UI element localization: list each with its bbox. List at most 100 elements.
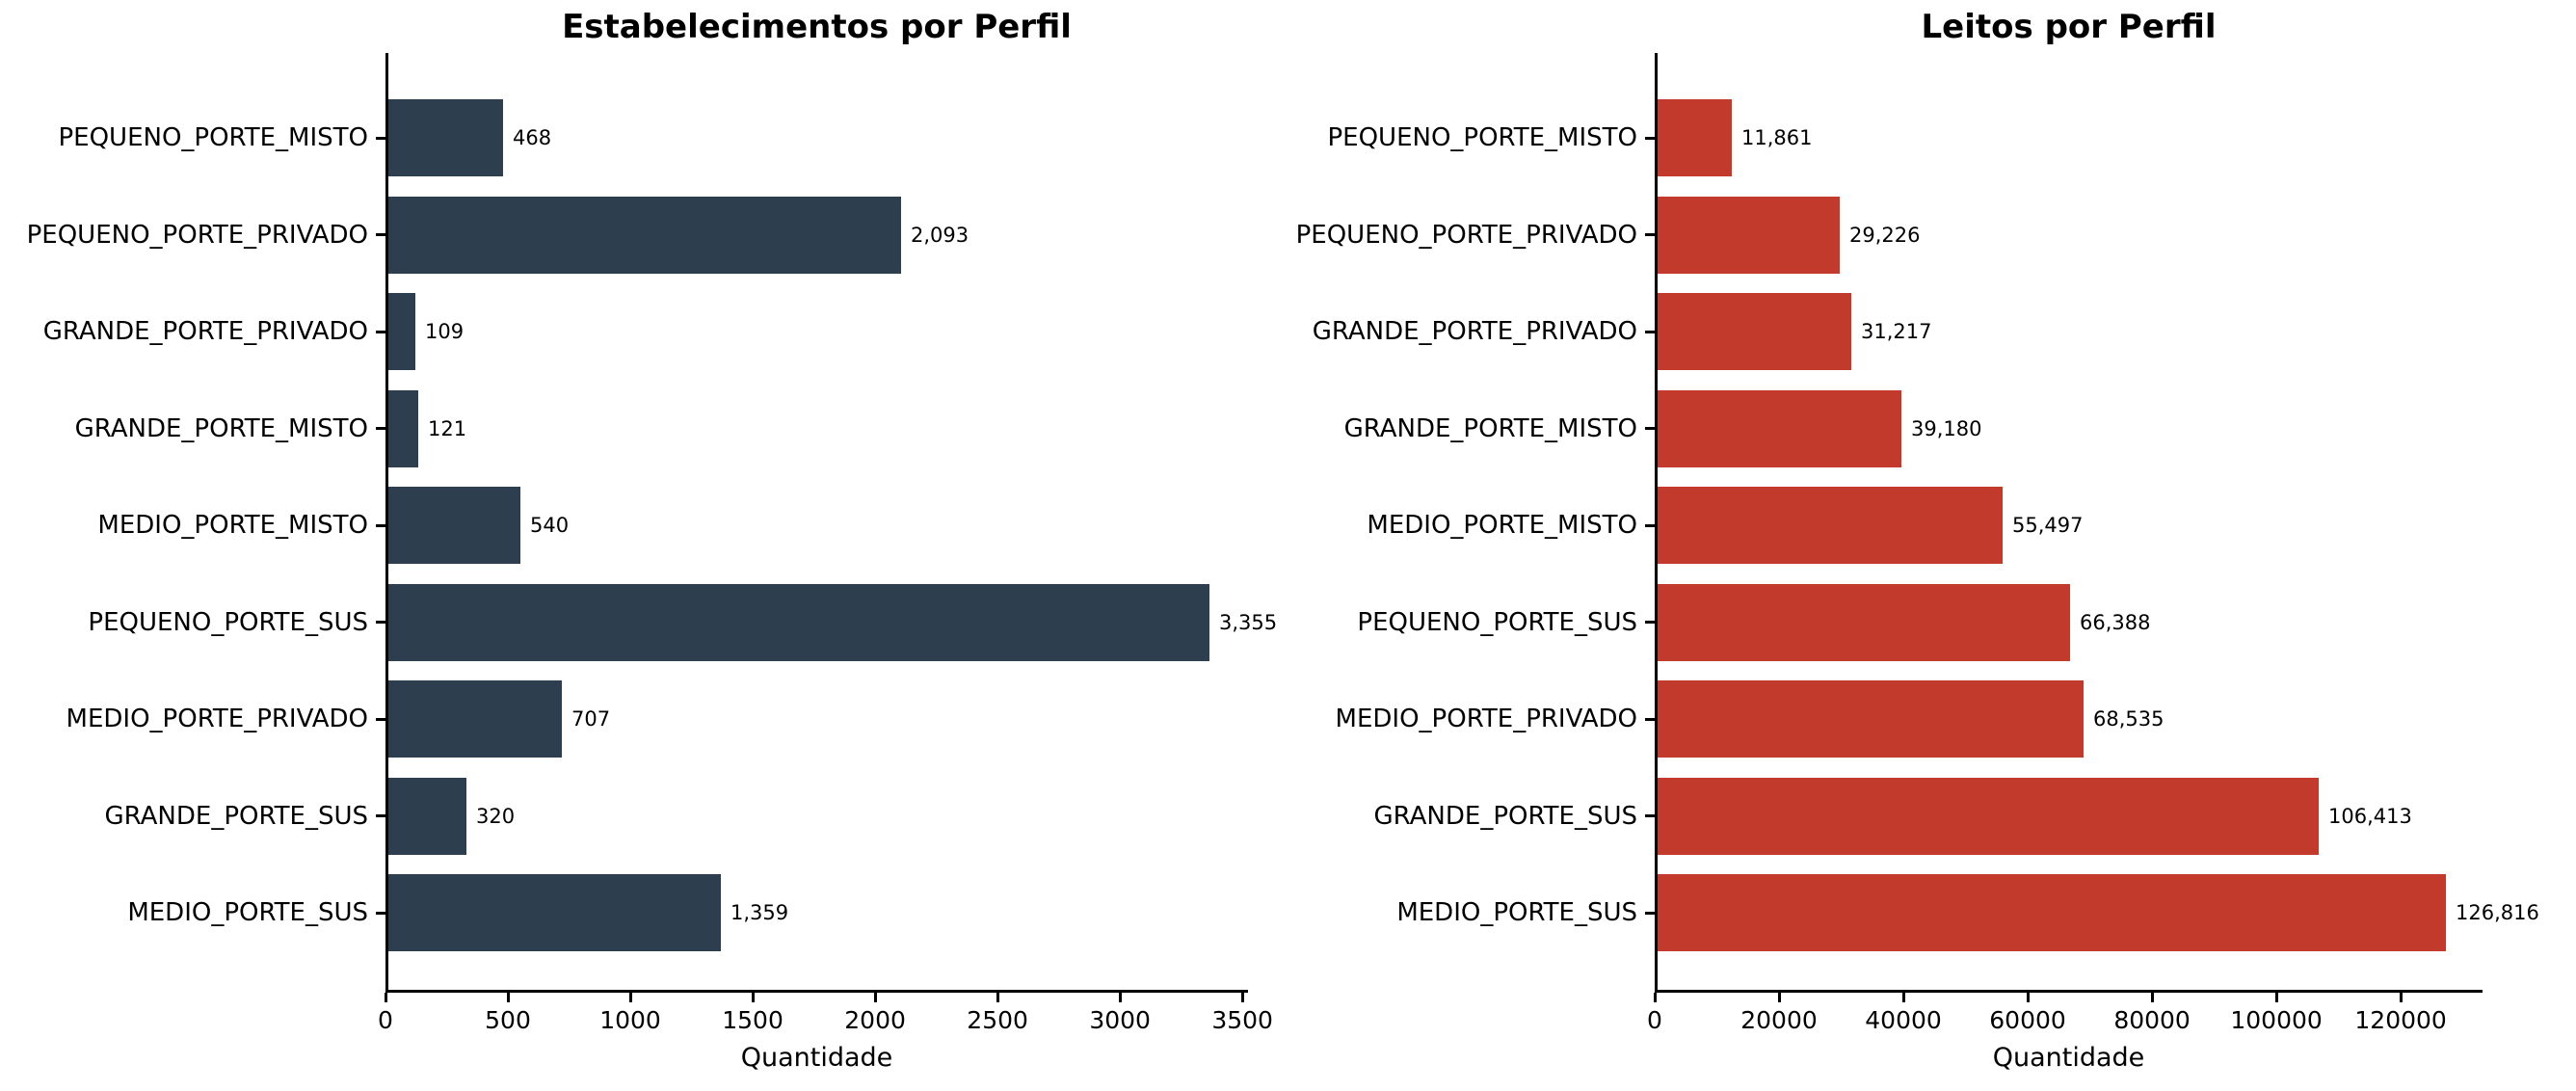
bar [388, 196, 901, 274]
x-tick [751, 993, 755, 1002]
category-label: GRANDE_PORTE_SUS [104, 801, 368, 831]
y-tick [1645, 523, 1655, 527]
value-label: 1,359 [730, 901, 789, 924]
x-tick-label: 3000 [1089, 1006, 1151, 1034]
y-tick [1645, 911, 1655, 915]
x-tick [2399, 993, 2403, 1002]
y-tick [376, 330, 385, 333]
x-tick-label: 500 [485, 1006, 531, 1034]
y-tick [1645, 136, 1655, 140]
x-tick-label: 1000 [599, 1006, 661, 1034]
y-tick [376, 427, 385, 430]
bar [1658, 99, 1732, 176]
value-label: 540 [530, 514, 570, 537]
x-tick [873, 993, 877, 1002]
value-label: 31,217 [1861, 320, 1932, 343]
x-tick [1901, 993, 1905, 1002]
y-tick [376, 814, 385, 817]
x-axis-label: Quantidade [740, 1043, 893, 1073]
bar [1658, 680, 2084, 758]
x-tick-label: 2000 [844, 1006, 906, 1034]
x-tick-label: 60000 [1989, 1006, 2066, 1034]
y-tick [376, 233, 385, 236]
x-tick-label: 40000 [1865, 1006, 1942, 1034]
value-label: 11,861 [1741, 126, 1813, 149]
category-label: PEQUENO_PORTE_MISTO [58, 123, 368, 152]
y-tick [1645, 427, 1655, 430]
value-label: 468 [513, 126, 552, 149]
category-label: PEQUENO_PORTE_SUS [1357, 607, 1637, 637]
y-tick [376, 523, 385, 527]
category-label: MEDIO_PORTE_PRIVADO [66, 705, 368, 733]
y-tick [1645, 233, 1655, 236]
bar [388, 389, 418, 467]
x-axis-label: Quantidade [1992, 1043, 2145, 1073]
chart-leitos: Leitos por Perfil Quantidade PEQUENO_POR… [1288, 0, 2576, 1091]
y-tick [1645, 621, 1655, 624]
bar [1658, 874, 2446, 951]
x-tick-label: 0 [1647, 1006, 1662, 1034]
chart-title: Leitos por Perfil [1921, 8, 2217, 46]
x-tick [2026, 993, 2030, 1002]
value-label: 2,093 [911, 223, 969, 247]
bar [1658, 293, 1851, 370]
plot-area [1655, 53, 2483, 993]
bar [388, 680, 562, 758]
x-tick [996, 993, 999, 1002]
category-label: PEQUENO_PORTE_PRIVADO [1295, 220, 1637, 250]
x-tick-label: 100000 [2230, 1006, 2323, 1034]
x-tick-label: 20000 [1740, 1006, 1818, 1034]
category-label: GRANDE_PORTE_PRIVADO [1312, 317, 1637, 346]
x-tick [1777, 993, 1781, 1002]
x-tick [1118, 993, 1122, 1002]
value-label: 121 [428, 416, 467, 440]
value-label: 126,816 [2456, 901, 2539, 924]
x-tick-label: 1500 [722, 1006, 783, 1034]
x-tick [2274, 993, 2278, 1002]
value-label: 320 [476, 804, 516, 828]
category-label: GRANDE_PORTE_MISTO [1343, 413, 1637, 443]
x-tick [628, 993, 632, 1002]
value-label: 106,413 [2328, 804, 2412, 828]
bar [388, 293, 415, 370]
bar [1658, 777, 2319, 855]
y-tick [1645, 717, 1655, 721]
plot-area [385, 53, 1248, 993]
x-tick [506, 993, 510, 1002]
value-label: 29,226 [1849, 223, 1921, 247]
x-tick [1240, 993, 1244, 1002]
category-label: MEDIO_PORTE_MISTO [97, 511, 368, 540]
value-label: 707 [571, 707, 611, 731]
x-tick-label: 80000 [2113, 1006, 2191, 1034]
x-tick-label: 0 [378, 1006, 393, 1034]
x-tick-label: 3500 [1211, 1006, 1273, 1034]
value-label: 109 [425, 320, 465, 343]
chart-estabelecimentos: Estabelecimentos por Perfil Quantidade P… [26, 8, 1278, 1073]
bar [1658, 487, 2003, 564]
y-tick [1645, 330, 1655, 333]
category-label: GRANDE_PORTE_SUS [1373, 801, 1637, 831]
x-tick [1653, 993, 1657, 1002]
category-label: PEQUENO_PORTE_MISTO [1327, 123, 1637, 152]
x-tick [2150, 993, 2154, 1002]
bar [1658, 196, 1840, 274]
bar [1658, 583, 2070, 661]
category-label: MEDIO_PORTE_PRIVADO [1335, 705, 1637, 733]
y-tick [376, 911, 385, 915]
bar [388, 487, 520, 564]
category-label: MEDIO_PORTE_MISTO [1367, 511, 1637, 540]
x-tick-label: 2500 [967, 1006, 1028, 1034]
x-tick-label: 120000 [2354, 1006, 2447, 1034]
value-label: 3,355 [1219, 610, 1278, 634]
bar [388, 99, 503, 176]
category-label: GRANDE_PORTE_MISTO [74, 413, 368, 443]
y-tick [1645, 814, 1655, 817]
value-label: 68,535 [2093, 707, 2164, 731]
category-label: PEQUENO_PORTE_PRIVADO [26, 220, 368, 250]
y-tick [376, 621, 385, 624]
category-label: GRANDE_PORTE_PRIVADO [42, 317, 368, 346]
category-label: MEDIO_PORTE_SUS [127, 898, 368, 927]
bar [388, 777, 466, 855]
value-label: 66,388 [2080, 610, 2151, 634]
bar [1658, 389, 1901, 467]
